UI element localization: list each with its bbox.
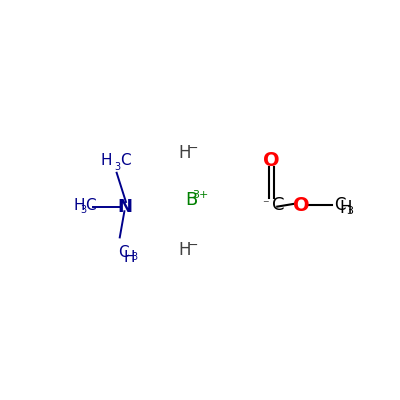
Text: H: H	[179, 241, 191, 259]
Text: −: −	[187, 142, 198, 154]
Text: N: N	[117, 198, 132, 216]
Text: 3: 3	[347, 206, 354, 216]
Text: −: −	[187, 239, 198, 252]
Text: H: H	[339, 199, 352, 217]
Text: B: B	[185, 192, 197, 210]
Text: C: C	[120, 153, 131, 168]
Text: H: H	[100, 153, 112, 168]
Text: H: H	[124, 250, 135, 265]
Text: C: C	[118, 245, 129, 260]
Text: 3: 3	[114, 162, 120, 172]
Text: 3: 3	[80, 205, 86, 215]
Text: ⁻: ⁻	[262, 198, 268, 212]
Text: O: O	[293, 196, 310, 214]
Text: H: H	[73, 198, 85, 212]
Text: C: C	[334, 196, 345, 214]
Text: H: H	[179, 144, 191, 162]
Text: C: C	[272, 196, 284, 214]
Text: C: C	[85, 198, 96, 212]
Text: 3: 3	[131, 252, 137, 262]
Text: 3+: 3+	[193, 190, 209, 200]
Text: O: O	[263, 151, 280, 170]
